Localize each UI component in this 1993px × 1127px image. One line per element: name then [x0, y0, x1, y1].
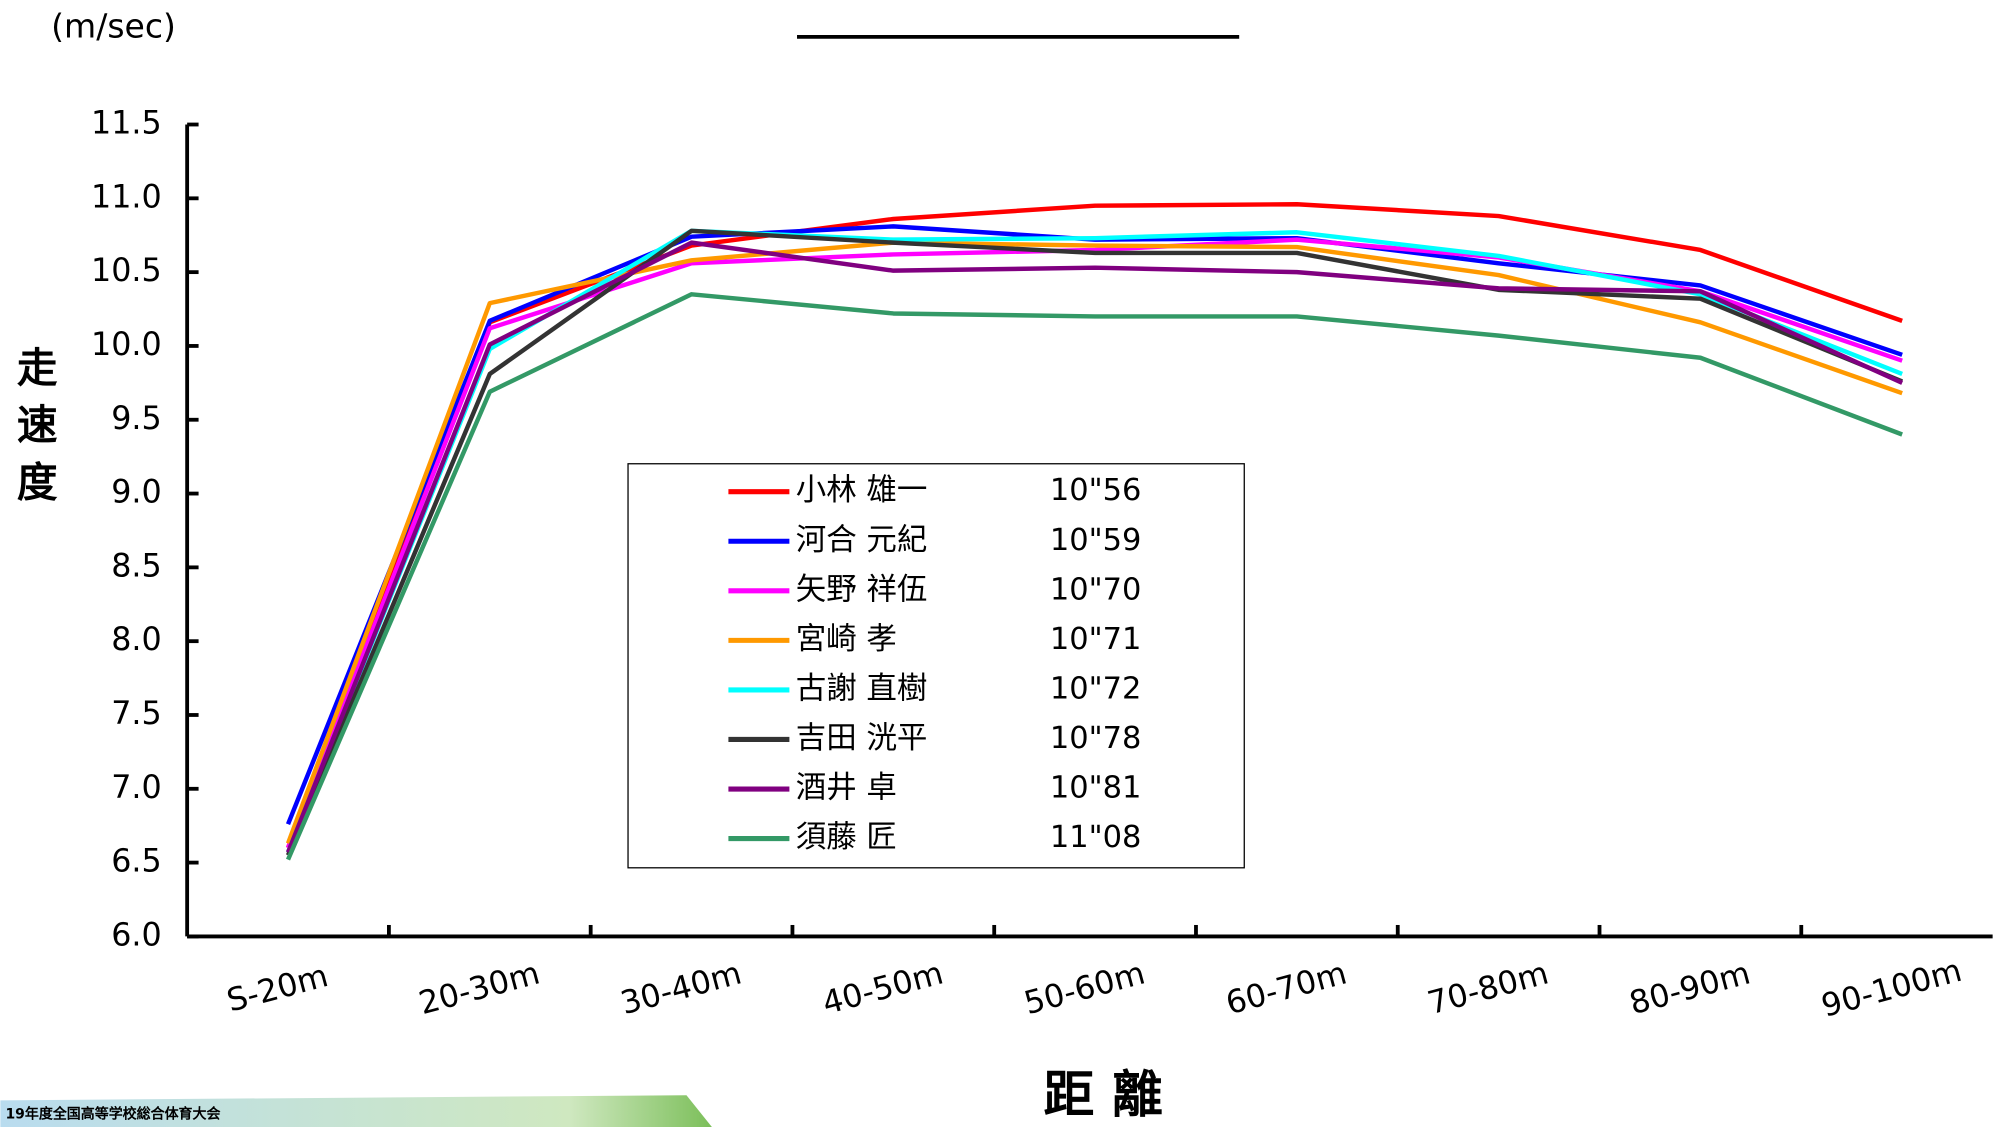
series-line — [285, 202, 1903, 849]
legend-name: 古謝 直樹 — [796, 671, 928, 706]
x-tick-label: 50-60m — [1021, 955, 1149, 1022]
legend-time: 10"78 — [1050, 721, 1142, 756]
y-tick-label: 8.5 — [111, 548, 162, 584]
legend-name: 河合 元紀 — [796, 523, 928, 558]
x-tick-label: 80-90m — [1626, 955, 1754, 1022]
series-line — [285, 228, 1904, 857]
y-tick-label: 10.0 — [91, 327, 162, 363]
legend-name: 矢野 祥伍 — [796, 572, 928, 607]
legend-time: 10"56 — [1050, 473, 1142, 508]
x-tick-label: 30-40m — [617, 955, 745, 1022]
x-tick-label: 70-80m — [1424, 955, 1552, 1022]
legend-name: 酒井 卓 — [796, 771, 897, 806]
legend-time: 10"71 — [1050, 622, 1142, 657]
y-tick-label: 9.0 — [111, 475, 162, 511]
y-tick-label: 7.0 — [111, 770, 162, 806]
legend-name: 小林 雄一 — [796, 473, 928, 508]
x-tick-label: S-20m — [223, 958, 332, 1019]
y-label: 走 — [17, 344, 58, 392]
legend-time: 10"81 — [1050, 771, 1142, 806]
banner-bg — [0, 1095, 712, 1127]
y-tick-label: 11.0 — [91, 179, 162, 215]
y-tick-label: 7.5 — [111, 696, 162, 732]
legend-time: 10"59 — [1050, 523, 1142, 558]
y-tick-label: 6.0 — [111, 917, 162, 953]
x-tick-label: 90-100m — [1818, 953, 1966, 1025]
legend-name: 吉田 洸平 — [796, 721, 928, 756]
x-tick-label: 40-50m — [819, 955, 947, 1022]
y-tick-label: 8.0 — [111, 622, 162, 658]
y-tick-label: 6.5 — [111, 844, 162, 880]
legend — [627, 463, 1245, 869]
y-tick-label: 9.5 — [111, 401, 162, 437]
series-line — [285, 292, 1903, 861]
legend-name: 須藤 匠 — [796, 820, 897, 855]
x-label: 距 離 — [1044, 1065, 1163, 1124]
series-line — [285, 240, 1903, 845]
legend-time: 10"72 — [1050, 671, 1142, 706]
series-line — [285, 240, 1904, 854]
legend-name: 宮崎 孝 — [796, 622, 897, 657]
x-tick-label: 60-70m — [1222, 955, 1350, 1022]
banner: 19年度全国高等学校総合体育大会 — [5, 1105, 220, 1122]
y-unit: (m/sec) — [51, 6, 176, 45]
legend-time: 10"70 — [1050, 572, 1142, 607]
y-tick-label: 10.5 — [91, 253, 162, 289]
y-tick-label: 11.5 — [91, 106, 162, 142]
plot — [285, 202, 1904, 861]
y-label: 度 — [17, 458, 58, 506]
x-tick-label: 20-30m — [415, 955, 543, 1022]
y-label: 速 — [17, 401, 58, 449]
legend-time: 11"08 — [1050, 820, 1142, 855]
